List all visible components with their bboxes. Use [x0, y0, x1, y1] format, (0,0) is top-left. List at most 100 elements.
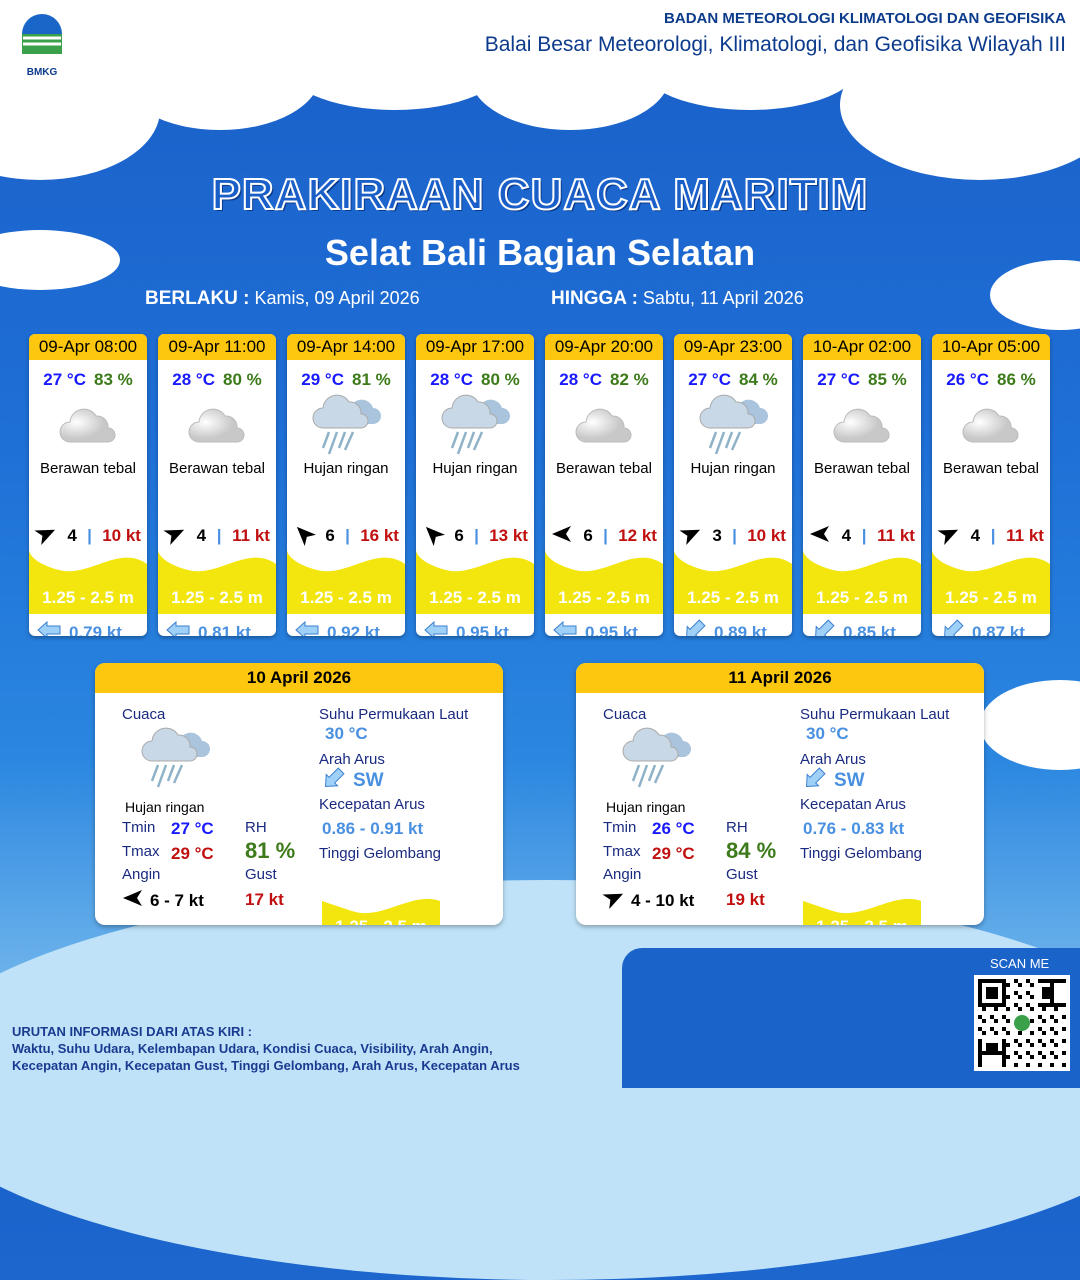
current-speed: 0.92 kt	[327, 622, 380, 637]
valid-from: BERLAKU : Kamis, 09 April 2026	[145, 288, 420, 310]
current-direction-icon	[295, 620, 321, 636]
cloudy-icon	[803, 390, 921, 460]
current-direction-icon	[811, 619, 837, 636]
forecast-time: 09-Apr 23:00	[674, 334, 792, 360]
current-speed: 0.81 kt	[198, 622, 251, 637]
valid-to-label: HINGGA :	[551, 288, 638, 309]
rain-icon	[674, 390, 792, 460]
wave-height: 1.25 - 2.5 m	[287, 550, 405, 614]
current-direction-icon	[37, 620, 63, 636]
current-direction-icon	[802, 767, 828, 794]
current-direction-value: SW	[834, 770, 865, 791]
wind-speed: 4	[196, 526, 207, 545]
daily-date: 11 April 2026	[576, 663, 984, 693]
sst-label: Suhu Permukaan Laut	[800, 706, 950, 723]
forecast-time: 09-Apr 11:00	[158, 334, 276, 360]
valid-to: HINGGA : Sabtu, 11 April 2026	[551, 288, 804, 310]
humidity: 81 %	[351, 370, 391, 389]
humidity: 85 %	[867, 370, 907, 389]
divider: |	[603, 526, 608, 545]
daily-summary: 10 April 2026 Cuaca Hujan ringan Tmin 27…	[95, 663, 503, 925]
wave-height-value: 1.25 - 2.5 m	[429, 588, 521, 607]
humidity: 86 %	[996, 370, 1036, 389]
air-temp: 27 °C	[688, 370, 731, 389]
wind-speed: 6	[325, 526, 335, 545]
valid-from-date: Kamis, 09 April 2026	[254, 288, 420, 308]
forecast-time: 10-Apr 05:00	[932, 334, 1050, 360]
qr-code[interactable]	[974, 975, 1070, 1071]
wave-height: 1.25 - 2.5 m	[29, 550, 147, 614]
wind-range: 6 - 7 kt	[150, 890, 204, 910]
current-speed-value: 0.86 - 0.91 kt	[322, 819, 424, 838]
wave-height-value: 1.25 - 2.5 m	[816, 588, 908, 607]
gust-speed: 11 kt	[232, 526, 270, 545]
wind-speed: 4	[970, 526, 981, 545]
humidity: 82 %	[609, 370, 649, 389]
sst-value: 30 °C	[325, 724, 368, 743]
daily-summary: 11 April 2026 Cuaca Hujan ringan Tmin 26…	[576, 663, 984, 925]
current-speed: 0.89 kt	[714, 622, 767, 637]
divider: |	[345, 526, 350, 545]
current-direction-icon	[424, 620, 450, 636]
cloudy-icon	[545, 390, 663, 460]
forecast-card: 09-Apr 17:00 28 °C 80 % Hujan ringan 6 | 13…	[416, 334, 534, 636]
gust-speed: 12 kt	[618, 526, 657, 545]
current-direction-value: SW	[353, 770, 384, 791]
forecast-card: 09-Apr 08:00 27 °C 83 % Berawan tebal 4 | 1…	[29, 334, 147, 636]
rh-label: RH	[726, 819, 748, 836]
air-temp: 28 °C	[172, 370, 215, 389]
current-direction-label: Arah Arus	[800, 751, 866, 768]
current-speed: 0.85 kt	[843, 622, 896, 637]
forecast-time: 10-Apr 02:00	[803, 334, 921, 360]
forecast-card: 10-Apr 05:00 26 °C 86 % Berawan tebal 4 | 1…	[932, 334, 1050, 636]
current-direction-icon	[553, 620, 579, 636]
gust-speed: 10 kt	[102, 526, 141, 545]
weather-condition: Berawan tebal	[814, 460, 910, 477]
tmin-value: 27 °C	[171, 819, 214, 838]
wave-height: 1.25 - 2.5 m	[322, 897, 440, 925]
wind-speed: 6	[454, 526, 464, 545]
office-name: Balai Besar Meteorologi, Klimatologi, da…	[484, 33, 1066, 56]
divider: |	[87, 526, 92, 545]
wind-label: Angin	[603, 866, 642, 883]
rh-label: RH	[245, 819, 267, 836]
forecast-time: 09-Apr 20:00	[545, 334, 663, 360]
gust-value: 19 kt	[726, 890, 765, 909]
current-direction-icon	[166, 620, 192, 636]
tmax-value: 29 °C	[171, 844, 214, 863]
wave-height: 1.25 - 2.5 m	[803, 550, 921, 614]
wind-direction-icon	[809, 523, 831, 550]
rh-value: 81 %	[245, 838, 296, 863]
gust-label: Gust	[726, 866, 758, 883]
gust-speed: 13 kt	[489, 526, 528, 545]
weather-condition: Hujan ringan	[432, 460, 518, 477]
wave-height: 1.25 - 2.5 m	[674, 550, 792, 614]
wave-height-value: 1.25 - 2.5 m	[687, 588, 779, 607]
current-speed: 0.95 kt	[585, 622, 638, 637]
wind-speed: 4	[841, 526, 852, 545]
daily-date: 10 April 2026	[95, 663, 503, 693]
weather-condition: Berawan tebal	[40, 460, 136, 477]
humidity: 80 %	[222, 370, 262, 389]
wave-label: Tinggi Gelombang	[319, 845, 442, 862]
wind-direction-icon	[422, 523, 446, 550]
current-speed-value: 0.76 - 0.83 kt	[803, 819, 905, 838]
divider: |	[990, 526, 996, 545]
divider: |	[732, 526, 737, 545]
current-direction-label: Arah Arus	[319, 751, 385, 768]
air-temp: 26 °C	[946, 370, 989, 389]
divider: |	[474, 526, 479, 545]
gust-speed: 11 kt	[877, 526, 915, 545]
wind-direction-icon	[163, 523, 186, 550]
wind-speed: 3	[712, 526, 722, 545]
air-temp: 29 °C	[301, 370, 344, 389]
wind-label: Angin	[122, 866, 161, 883]
tmin-label: Tmin	[603, 819, 637, 836]
current-speed: 0.95 kt	[456, 622, 509, 637]
weather-label: Cuaca	[122, 706, 166, 723]
air-temp: 27 °C	[817, 370, 860, 389]
logo-text: BMKG	[26, 67, 58, 78]
wave-height: 1.25 - 2.5 m	[158, 550, 276, 614]
page-title: PRAKIRAAN CUACA MARITIM	[211, 169, 869, 220]
air-temp: 28 °C	[430, 370, 473, 389]
